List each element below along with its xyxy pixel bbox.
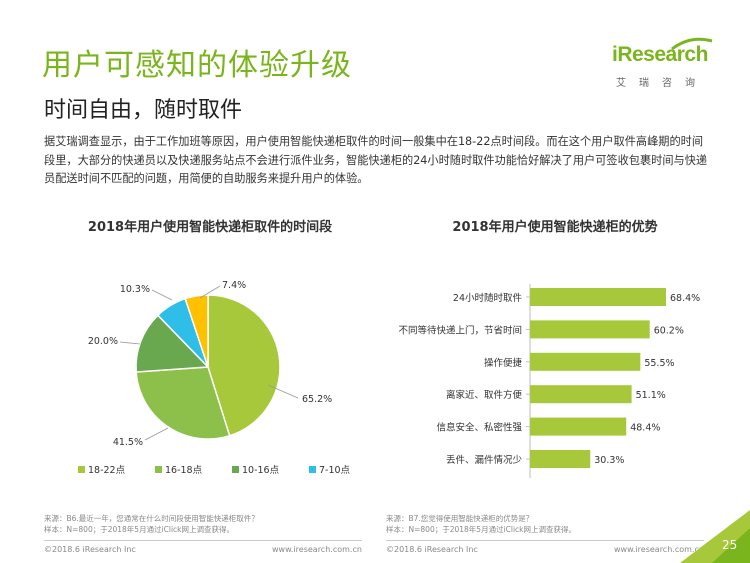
pie-data-label: 7.4%	[222, 280, 246, 291]
legend-swatch	[309, 466, 316, 473]
bar-category-label: 丢件、漏件情况少	[446, 454, 523, 466]
page-subtitle: 时间自由，随时取件	[44, 98, 243, 123]
pie-leader-line	[267, 384, 299, 399]
legend-swatch	[155, 466, 162, 473]
bar-data-label: 68.4%	[670, 293, 700, 304]
logo-text: iResearch	[612, 43, 708, 66]
source-note-left-line2: 样本：N=800；于2018年5月通过iClick网上调查获得。	[44, 525, 235, 534]
bar-data-label: 51.1%	[636, 390, 666, 401]
iresearch-logo: iResearch	[612, 37, 713, 69]
footer-divider-right	[386, 540, 704, 541]
bar-category-label: 24小时随时取件	[453, 292, 523, 304]
pie-data-label: 20.0%	[88, 336, 118, 347]
bar-chart: 24小时随时取件 68.4% 不同等待快递上门，节省时间 60.2% 操作便捷 55.5%…	[398, 284, 700, 478]
bar-4	[530, 385, 632, 404]
source-note-right: 来源：B7.您觉得使用智能快递柜的优势是？ 样本：N=800；于2018年5月通…	[386, 513, 576, 535]
bar-data-label: 30.3%	[594, 455, 624, 466]
pie-data-label: 41.5%	[113, 437, 143, 448]
pie-leader-line	[119, 341, 141, 345]
bar-data-label: 60.2%	[654, 325, 684, 336]
page-number: 25	[722, 538, 738, 552]
bar-data-label: 48.4%	[630, 423, 660, 434]
legend-swatch	[78, 466, 85, 473]
logo-subtitle: 艾瑞咨询	[616, 78, 708, 89]
bar-category-label: 操作便捷	[484, 357, 523, 369]
pie-chart-title: 2018年用户使用智能快递柜取件的时间段	[87, 220, 333, 235]
bar-category-label: 不同等待快递上门，节省时间	[398, 324, 522, 336]
source-note-left-line1: 来源：B6.最近一年，您通常在什么时间段使用智能快递柜取件？	[44, 514, 259, 523]
bar-data-label: 55.5%	[644, 358, 674, 369]
footer-copyright-left: ©2018.6 iResearch Inc	[44, 545, 136, 554]
footer-divider-left	[44, 540, 362, 541]
legend-label: 16-18点	[165, 465, 203, 476]
source-note-right-line2: 样本：N=800；于2018年5月通过iClick网上调查获得。	[386, 525, 577, 534]
legend-swatch	[232, 466, 239, 473]
pie-leader-line	[151, 289, 173, 301]
bar-5	[530, 417, 627, 436]
pie-data-label: 65.2%	[302, 394, 332, 405]
bar-6	[530, 450, 591, 468]
pie-slice-1	[207, 294, 281, 437]
bar-category-label: 信息安全、私密性强	[436, 422, 522, 434]
corner-decoration	[680, 510, 750, 563]
bar-category-label: 离家近、取件方便	[446, 389, 523, 401]
pie-chart: 65.2% 41.5% 20.0% 10.3% 7.4% 18-22点 16-18点 10-1…	[78, 280, 351, 476]
pie-leader-line	[144, 427, 169, 441]
bar-1	[530, 288, 666, 306]
summary-paragraph: 据艾瑞调查显示，由于工作加班等原因，用户使用智能快递柜取件的时间一般集中在18-…	[44, 135, 708, 185]
pie-slice-3	[135, 314, 210, 373]
pie-slice-2	[135, 366, 231, 440]
bar-2	[530, 320, 650, 339]
page-title: 用户可感知的体验升级	[42, 48, 352, 83]
pie-slice-5	[184, 294, 209, 368]
legend-label: 10-16点	[242, 465, 280, 476]
footer-url-left[interactable]: www.iresearch.com.cn	[272, 545, 362, 554]
legend-label: 18-22点	[88, 465, 126, 476]
pie-leader-line	[199, 285, 221, 299]
source-note-right-line1: 来源：B7.您觉得使用智能快递柜的优势是？	[386, 514, 534, 523]
footer-url-right[interactable]: www.iresearch.com.cn	[614, 545, 704, 554]
pie-data-label: 10.3%	[120, 284, 150, 295]
footer-copyright-right: ©2018.6 iResearch Inc	[386, 545, 478, 554]
logo-swoosh-icon	[671, 37, 713, 51]
source-note-left: 来源：B6.最近一年，您通常在什么时间段使用智能快递柜取件？ 样本：N=800；…	[44, 513, 259, 535]
legend-label: 7-10点	[319, 465, 351, 476]
bar-3	[530, 352, 641, 371]
bar-chart-title: 2018年用户使用智能快递柜的优势	[452, 220, 658, 235]
